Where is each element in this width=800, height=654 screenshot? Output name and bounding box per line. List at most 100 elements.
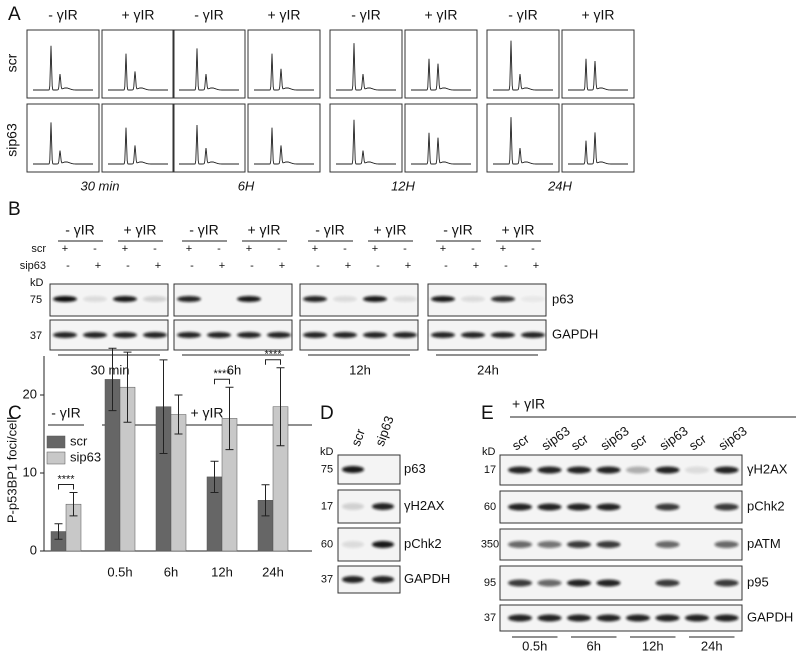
label: - <box>531 243 535 255</box>
error-bar <box>225 386 234 451</box>
band <box>508 466 532 474</box>
label: 0.5h <box>522 638 547 653</box>
label: + <box>405 260 411 272</box>
label: C <box>8 403 22 424</box>
band <box>113 296 137 302</box>
band <box>372 576 394 583</box>
label: + <box>219 260 225 272</box>
label: - γIR <box>51 405 81 421</box>
label: - γIR <box>48 7 78 23</box>
label: γH2AX <box>747 461 788 476</box>
histogram-frame <box>486 29 560 99</box>
significance-bracket <box>214 378 230 385</box>
label: 10 <box>23 464 37 479</box>
band <box>83 332 107 338</box>
label: scr <box>70 433 88 448</box>
label: pChk2 <box>404 536 442 551</box>
band <box>537 614 562 622</box>
label: + γIR <box>424 7 457 23</box>
band <box>237 332 261 338</box>
label: + γIR <box>121 7 154 23</box>
band <box>177 296 201 302</box>
label: B <box>8 199 21 220</box>
label: - <box>444 260 448 272</box>
label: 0 <box>30 542 37 557</box>
label: p95 <box>747 574 769 589</box>
band <box>508 579 532 587</box>
band <box>508 503 532 511</box>
band <box>372 541 394 548</box>
label: 60 <box>321 538 333 550</box>
label: 6H <box>238 178 255 193</box>
band <box>626 614 650 622</box>
band <box>596 579 621 587</box>
histogram-frame <box>329 29 403 99</box>
label: + <box>345 260 351 272</box>
label: **** <box>57 473 75 485</box>
band <box>333 296 357 302</box>
label: 12h <box>642 638 664 653</box>
label: GAPDH <box>404 571 450 586</box>
histogram-frame <box>101 29 175 99</box>
label: - γIR <box>351 7 381 23</box>
label: + γIR <box>267 7 300 23</box>
histogram <box>108 53 168 91</box>
histogram-frame <box>247 103 321 173</box>
histogram-frame <box>561 103 635 173</box>
band <box>491 296 515 302</box>
label: 24h <box>262 564 284 579</box>
histogram <box>568 132 628 165</box>
band <box>655 614 680 622</box>
label: - <box>190 260 194 272</box>
label: scr <box>348 426 368 448</box>
error-bar <box>276 367 285 447</box>
band <box>363 332 387 338</box>
band <box>567 503 591 511</box>
label: 12h <box>211 564 233 579</box>
label: kD <box>320 446 334 458</box>
label: 20 <box>23 386 37 401</box>
band <box>207 332 231 338</box>
histogram <box>568 58 628 91</box>
label: sip63 <box>20 260 46 272</box>
band <box>655 503 680 511</box>
error-bar <box>210 460 219 493</box>
band <box>714 614 739 622</box>
label: 30 min <box>90 362 129 377</box>
band <box>113 332 137 338</box>
histogram-frame <box>329 103 403 173</box>
error-bar <box>159 359 168 454</box>
label: + γIR <box>247 222 280 238</box>
band <box>508 614 532 622</box>
band <box>333 332 357 338</box>
label: p63 <box>552 291 574 306</box>
label: - <box>250 260 254 272</box>
label: - <box>471 243 475 255</box>
label: 0.5h <box>107 564 132 579</box>
band <box>491 332 515 338</box>
band <box>303 332 327 338</box>
band <box>461 332 485 338</box>
label: sip63 <box>70 449 101 464</box>
label: 37 <box>30 330 42 342</box>
error-bar <box>261 484 270 517</box>
label: - <box>277 243 281 255</box>
band <box>393 296 417 302</box>
band <box>714 541 739 548</box>
label: E <box>481 403 494 424</box>
label: 12h <box>349 362 371 377</box>
label: + <box>122 243 128 255</box>
label: 95 <box>484 577 496 589</box>
band <box>596 614 621 622</box>
error-bar <box>123 351 132 423</box>
label: 75 <box>30 294 42 306</box>
label: - <box>126 260 130 272</box>
label: - <box>66 260 70 272</box>
label: - γIR <box>315 222 345 238</box>
label: 6h <box>587 638 601 653</box>
label: + γIR <box>123 222 156 238</box>
label: scr <box>31 243 46 255</box>
label: 37 <box>321 573 333 585</box>
band <box>237 296 261 302</box>
